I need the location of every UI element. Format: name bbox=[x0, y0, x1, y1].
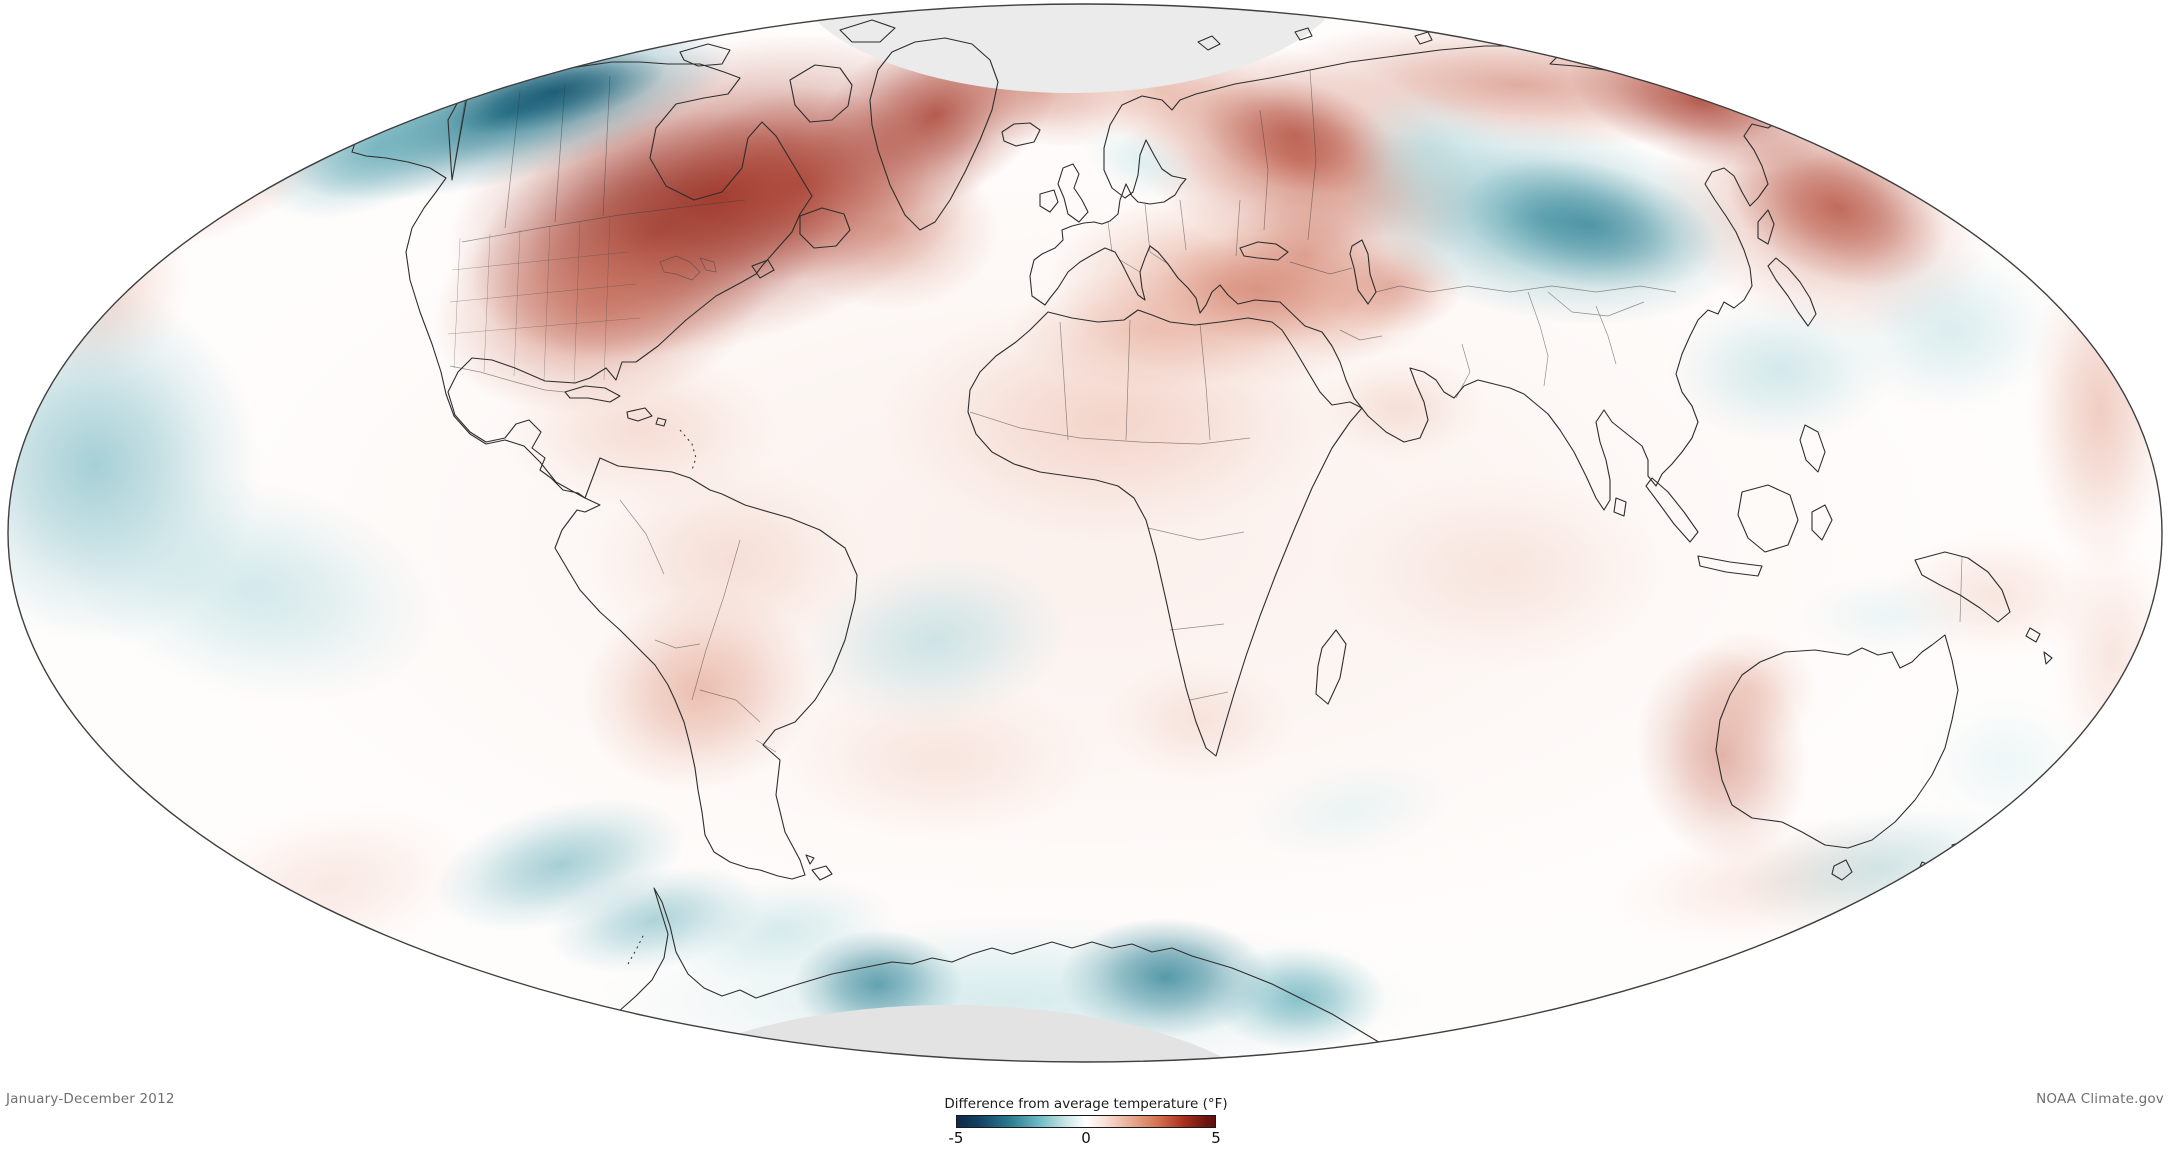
anomaly-field bbox=[8, 15, 2162, 1062]
mediterranean-warm bbox=[1010, 270, 1290, 390]
credit-label: NOAA Climate.gov bbox=[2036, 1091, 2164, 1107]
projection-outline bbox=[7, 3, 2163, 1063]
mongolia-cool-core bbox=[1462, 158, 1718, 292]
nw-australia-warm bbox=[1678, 630, 1818, 750]
south-atlantic-warm bbox=[780, 680, 1100, 840]
arabia-warm bbox=[1315, 356, 1485, 460]
south-atlantic-cool bbox=[800, 553, 1070, 727]
tasman-cool bbox=[1915, 692, 2095, 832]
labrador-sea-warm bbox=[780, 150, 1000, 310]
legend-title: Difference from average temperature (°F) bbox=[944, 1096, 1228, 1112]
bering-cool bbox=[260, 76, 496, 220]
amazon-warm bbox=[590, 460, 870, 660]
baltic-cool bbox=[1082, 123, 1202, 201]
legend-colorbar bbox=[956, 1115, 1216, 1128]
country-borders bbox=[447, 69, 1963, 753]
arafura-cool bbox=[1793, 573, 1983, 657]
alaska-cool-core bbox=[442, 49, 668, 135]
south-africa-warm bbox=[1105, 660, 1295, 780]
middle-east-warm bbox=[1250, 250, 1440, 360]
legend-ticks: -5 0 5 bbox=[949, 1129, 1221, 1147]
legend-tick-max: 5 bbox=[1211, 1129, 1221, 1147]
arctic-no-data-cap bbox=[788, 4, 1352, 93]
east-limb-warm bbox=[2028, 245, 2162, 575]
east-china-cool bbox=[1665, 295, 1895, 445]
indian-ocean-warm bbox=[1330, 470, 1670, 670]
period-label: January-December 2012 bbox=[6, 1091, 175, 1107]
kara-sea-cool bbox=[1345, 87, 1515, 213]
legend-tick-zero: 0 bbox=[1081, 1129, 1091, 1147]
legend-tick-min: -5 bbox=[948, 1129, 964, 1147]
madagascar-south-cool bbox=[1241, 757, 1459, 863]
no-data-caps bbox=[605, 4, 1352, 1062]
east-pacific-tongue-cool bbox=[67, 475, 443, 705]
west-pacific-cool bbox=[1840, 245, 2060, 415]
coastlines bbox=[351, 19, 2053, 1051]
